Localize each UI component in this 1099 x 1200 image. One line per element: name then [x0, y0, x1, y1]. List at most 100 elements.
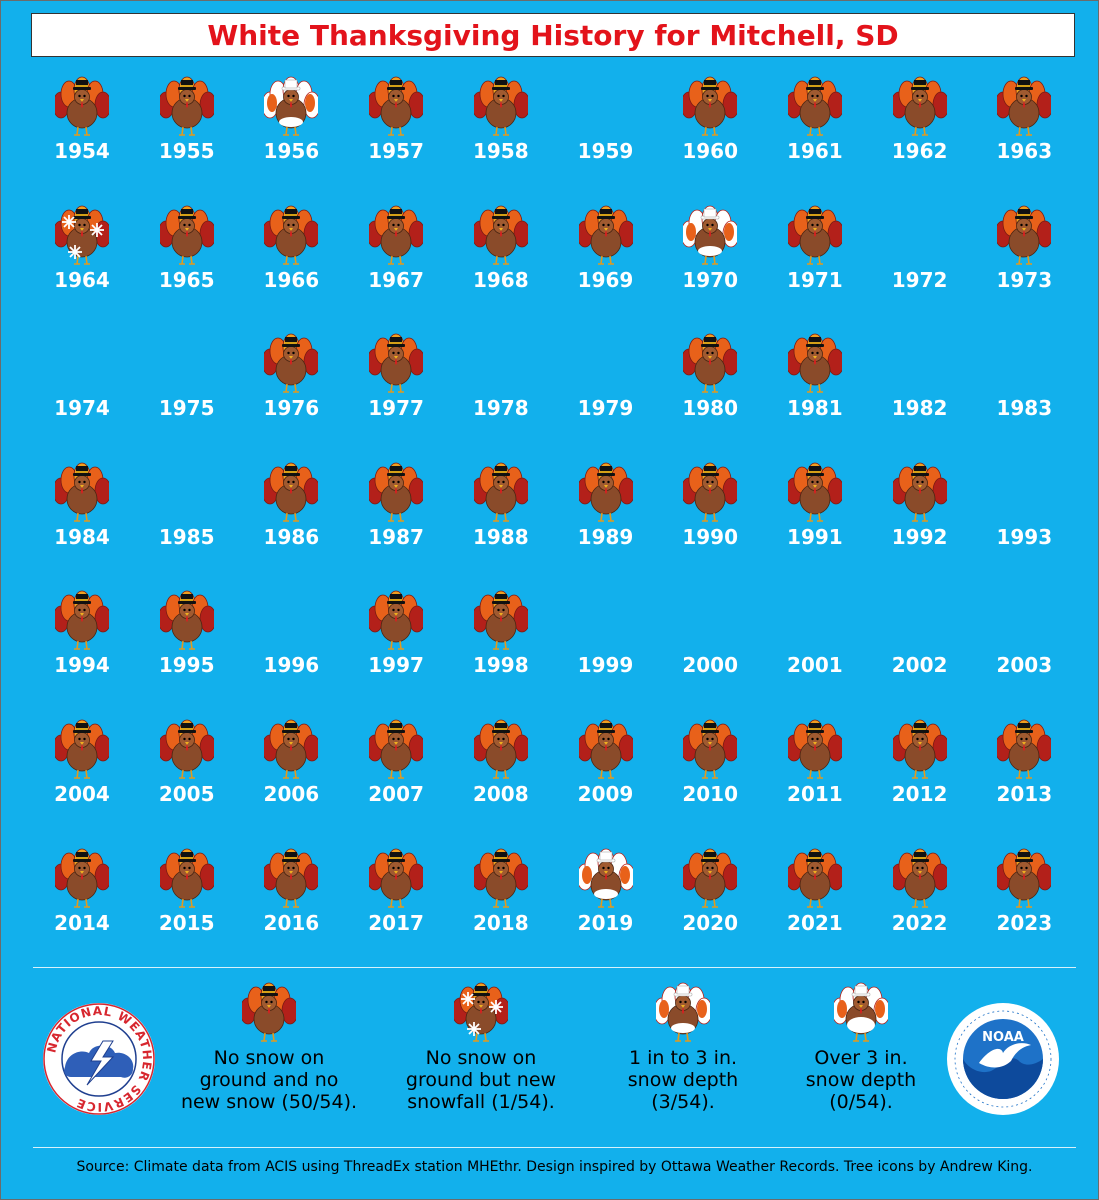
year-label: 2005 [158, 782, 215, 806]
year-label: 1964 [54, 267, 110, 292]
year-cell: 1992 [867, 459, 971, 577]
year-cell: 2021 [762, 845, 866, 963]
year-cell: 2003 [971, 587, 1075, 705]
turkey-icon [264, 848, 319, 908]
turkey-icon [264, 205, 319, 265]
year-label: 1993 [996, 524, 1053, 549]
year-cell: 1977 [343, 330, 447, 448]
year-label: 1978 [472, 396, 529, 421]
year-cell: 2005 [134, 716, 238, 834]
year-label: 2006 [263, 782, 320, 806]
year-cell: 1970 [657, 202, 761, 320]
year-cell: 2012 [867, 716, 971, 834]
top-divider [33, 967, 1076, 968]
legend-line: No snow on [213, 1047, 325, 1069]
legend-line: snowfall (1/54). [407, 1091, 555, 1113]
year-cell: 1966 [238, 202, 342, 320]
year-label: 2001 [787, 653, 843, 678]
turkey-icon [578, 205, 633, 265]
turkey-icon [683, 719, 738, 779]
turkey-icon [55, 76, 109, 136]
turkey-icon [997, 848, 1052, 908]
year-label: 1975 [158, 396, 215, 421]
year-cell: 1976 [238, 330, 342, 448]
legend-line: snow depth [805, 1069, 917, 1091]
noaa-logo-icon: NOAA [947, 1003, 1059, 1115]
year-cell: 1991 [762, 459, 866, 577]
year-label: 1976 [263, 396, 320, 421]
year-label: 1996 [263, 653, 320, 678]
year-cell: 1989 [553, 459, 657, 577]
legend-line: (3/54). [651, 1091, 715, 1113]
year-cell: 2009 [553, 716, 657, 834]
turkey-icon [473, 462, 528, 522]
page-title: White Thanksgiving History for Mitchell,… [31, 13, 1075, 57]
turkey-icon [997, 719, 1052, 779]
year-cell: 2023 [971, 845, 1075, 963]
year-label: 1992 [891, 524, 948, 549]
year-label: 1967 [368, 267, 424, 292]
turkey-snowy-icon [683, 205, 738, 265]
svg-text:NOAA: NOAA [982, 1030, 1024, 1045]
turkey-snowflakes-icon [55, 205, 109, 265]
year-cell: 1972 [867, 202, 971, 320]
year-label: 1962 [891, 139, 948, 163]
turkey-icon [159, 205, 214, 265]
year-label: 2012 [891, 782, 948, 806]
year-cell: 2014 [29, 845, 133, 963]
year-label: 1974 [54, 396, 110, 421]
year-label: 1958 [472, 139, 529, 163]
turkey-icon [473, 719, 528, 779]
year-label: 2013 [996, 782, 1053, 806]
turkey-icon [55, 848, 109, 908]
year-label: 1970 [682, 267, 739, 292]
year-cell: 1980 [657, 330, 761, 448]
turkey-icon [997, 76, 1052, 136]
year-label: 1954 [54, 139, 110, 163]
turkey-icon [473, 848, 528, 908]
year-cell: 1965 [134, 202, 238, 320]
turkey-icon [473, 205, 528, 265]
year-label: 1955 [158, 139, 215, 163]
year-cell: 1995 [134, 587, 238, 705]
turkey-icon [264, 333, 319, 393]
year-label: 2016 [263, 910, 320, 935]
year-label: 2020 [682, 910, 739, 935]
nws-logo: NATIONAL WEATHER SERVICE [41, 1001, 157, 1122]
year-cell: 2017 [343, 845, 447, 963]
year-label: 2017 [368, 910, 424, 935]
year-label: 1963 [996, 139, 1053, 163]
turkey-icon [578, 719, 633, 779]
year-label: 1956 [263, 139, 320, 163]
turkey-icon [159, 848, 214, 908]
year-cell: 1964 [29, 202, 133, 320]
legend-line: new snow (50/54). [180, 1091, 358, 1113]
turkey-icon [787, 462, 842, 522]
year-label: 1987 [368, 524, 424, 549]
year-cell: 1986 [238, 459, 342, 577]
year-cell: 1969 [553, 202, 657, 320]
year-label: 2023 [996, 910, 1053, 935]
legend-item: Over 3 in. snow depth (0/54). [761, 977, 961, 1117]
turkey-icon [159, 719, 214, 779]
legend-line: ground but new [405, 1069, 557, 1091]
year-label: 2004 [54, 782, 110, 806]
year-label: 2021 [787, 910, 843, 935]
legend-label: Over 3 in. snow depth (0/54). [761, 1047, 961, 1113]
turkey-icon [473, 76, 528, 136]
year-cell: 1988 [448, 459, 552, 577]
year-label: 1961 [787, 139, 843, 163]
year-label: 1983 [996, 396, 1053, 421]
year-cell: 1983 [971, 330, 1075, 448]
year-label: 1980 [682, 396, 739, 421]
year-cell: 1963 [971, 73, 1075, 191]
turkey-icon [369, 205, 424, 265]
year-cell: 2011 [762, 716, 866, 834]
turkey-snow-covered-icon [834, 982, 888, 1042]
year-label: 1984 [54, 524, 110, 549]
year-label: 1969 [577, 267, 634, 292]
year-cell: 1990 [657, 459, 761, 577]
legend-item: No snow on ground but new snowfall (1/54). [381, 977, 581, 1117]
year-cell: 1993 [971, 459, 1075, 577]
year-label: 2018 [472, 910, 529, 935]
